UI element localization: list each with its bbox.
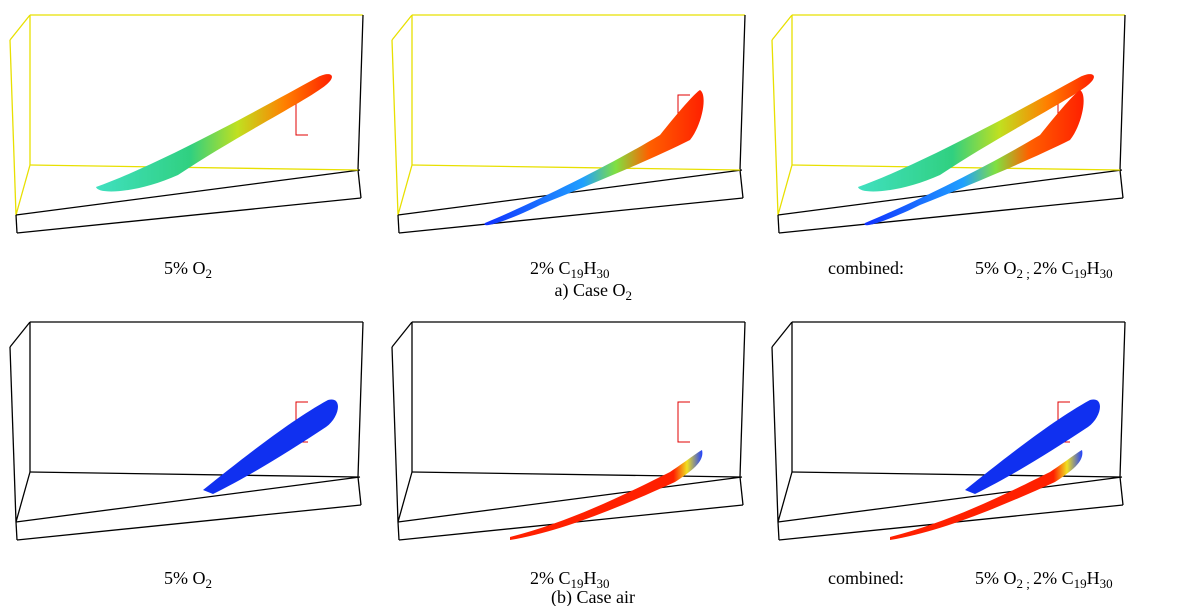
box-edge [412,472,740,477]
caption-text: H [584,568,597,588]
box-edge [16,170,360,215]
subscript: 30 [1100,576,1113,591]
box-edge [10,347,16,522]
caption-label: combined: [828,258,904,278]
box-edge [772,15,792,40]
box-edge [398,472,412,522]
box-edge [30,165,358,170]
figure: 5% O22% C19H30combined:5% O2 ; 2% C19H30… [0,0,1186,606]
box-edge [792,165,1120,170]
caption: 5% O2 [164,258,212,278]
box-edge [398,522,399,540]
caption: 2% C19H30 [530,568,610,588]
caption-text: H [584,258,597,278]
box-edge [10,322,30,347]
box-edge [16,472,30,522]
box-edge [740,322,745,477]
box-edge [412,165,740,170]
plume [965,399,1100,494]
box-edge [772,40,778,215]
box-edge [392,347,398,522]
plume [96,74,332,191]
box-edge [16,215,17,233]
inlet [678,402,690,442]
box-edge [392,322,412,347]
box-edge [30,472,358,477]
box-edge [392,15,412,40]
box-edge [1120,170,1123,198]
box-edge [740,15,745,170]
box-edge [772,322,792,347]
caption-text: 5% O [164,258,206,278]
caption-text: 2% C [1033,568,1074,588]
box-edge [740,477,743,505]
caption-text: 5% O [975,258,1017,278]
caption-text: 2% C [530,258,571,278]
caption-text: (b) Case air [551,587,635,606]
caption: 5% O2 ; 2% C19H30 [975,568,1113,588]
box-edge [1120,15,1125,170]
caption-label: combined: [828,568,904,588]
caption: a) Case O2 [555,280,632,300]
box-edge [358,15,363,170]
box-edge [10,15,30,40]
box-edge [398,215,399,233]
caption-text: H [1087,568,1100,588]
box-edge [398,477,742,522]
subscript: 19 [1074,266,1087,281]
subscript: ; [1023,576,1033,591]
caption-text: a) Case O [555,280,626,300]
plume [203,399,338,494]
box-edge [17,198,361,233]
box-edge [740,170,743,198]
box-edge [778,472,792,522]
box-edge [399,198,743,233]
box-edge [358,477,361,505]
subscript: 19 [571,266,584,281]
caption-text: 2% C [530,568,571,588]
box-edge [398,165,412,215]
box-edge [1120,322,1125,477]
subscript: 2 [206,266,213,281]
subscript: ; [1023,266,1033,281]
box-edge [16,477,360,522]
caption-text: 5% O [164,568,206,588]
box-edge [778,215,779,233]
caption-text: 5% O [975,568,1017,588]
subscript: 30 [1100,266,1113,281]
caption: (b) Case air [551,587,635,606]
box-edge [1120,477,1123,505]
box-edge [772,347,778,522]
box-edge [792,472,1120,477]
box-edge [778,477,1122,522]
box-edge [779,198,1123,233]
box-edge [16,522,17,540]
subscript: 30 [597,266,610,281]
subscript: 2 [206,576,213,591]
figure-art [0,0,1186,606]
subscript: 2 [625,288,632,303]
box-edge [778,522,779,540]
caption: 2% C19H30 [530,258,610,278]
caption-text: H [1087,258,1100,278]
caption: 5% O2 [164,568,212,588]
subscript: 19 [1074,576,1087,591]
box-edge [17,505,361,540]
box-edge [358,170,361,198]
box-edge [778,165,792,215]
box-edge [16,165,30,215]
box-edge [392,40,398,215]
box-edge [10,40,16,215]
caption-text: 2% C [1033,258,1074,278]
box-edge [358,322,363,477]
caption: 5% O2 ; 2% C19H30 [975,258,1113,278]
